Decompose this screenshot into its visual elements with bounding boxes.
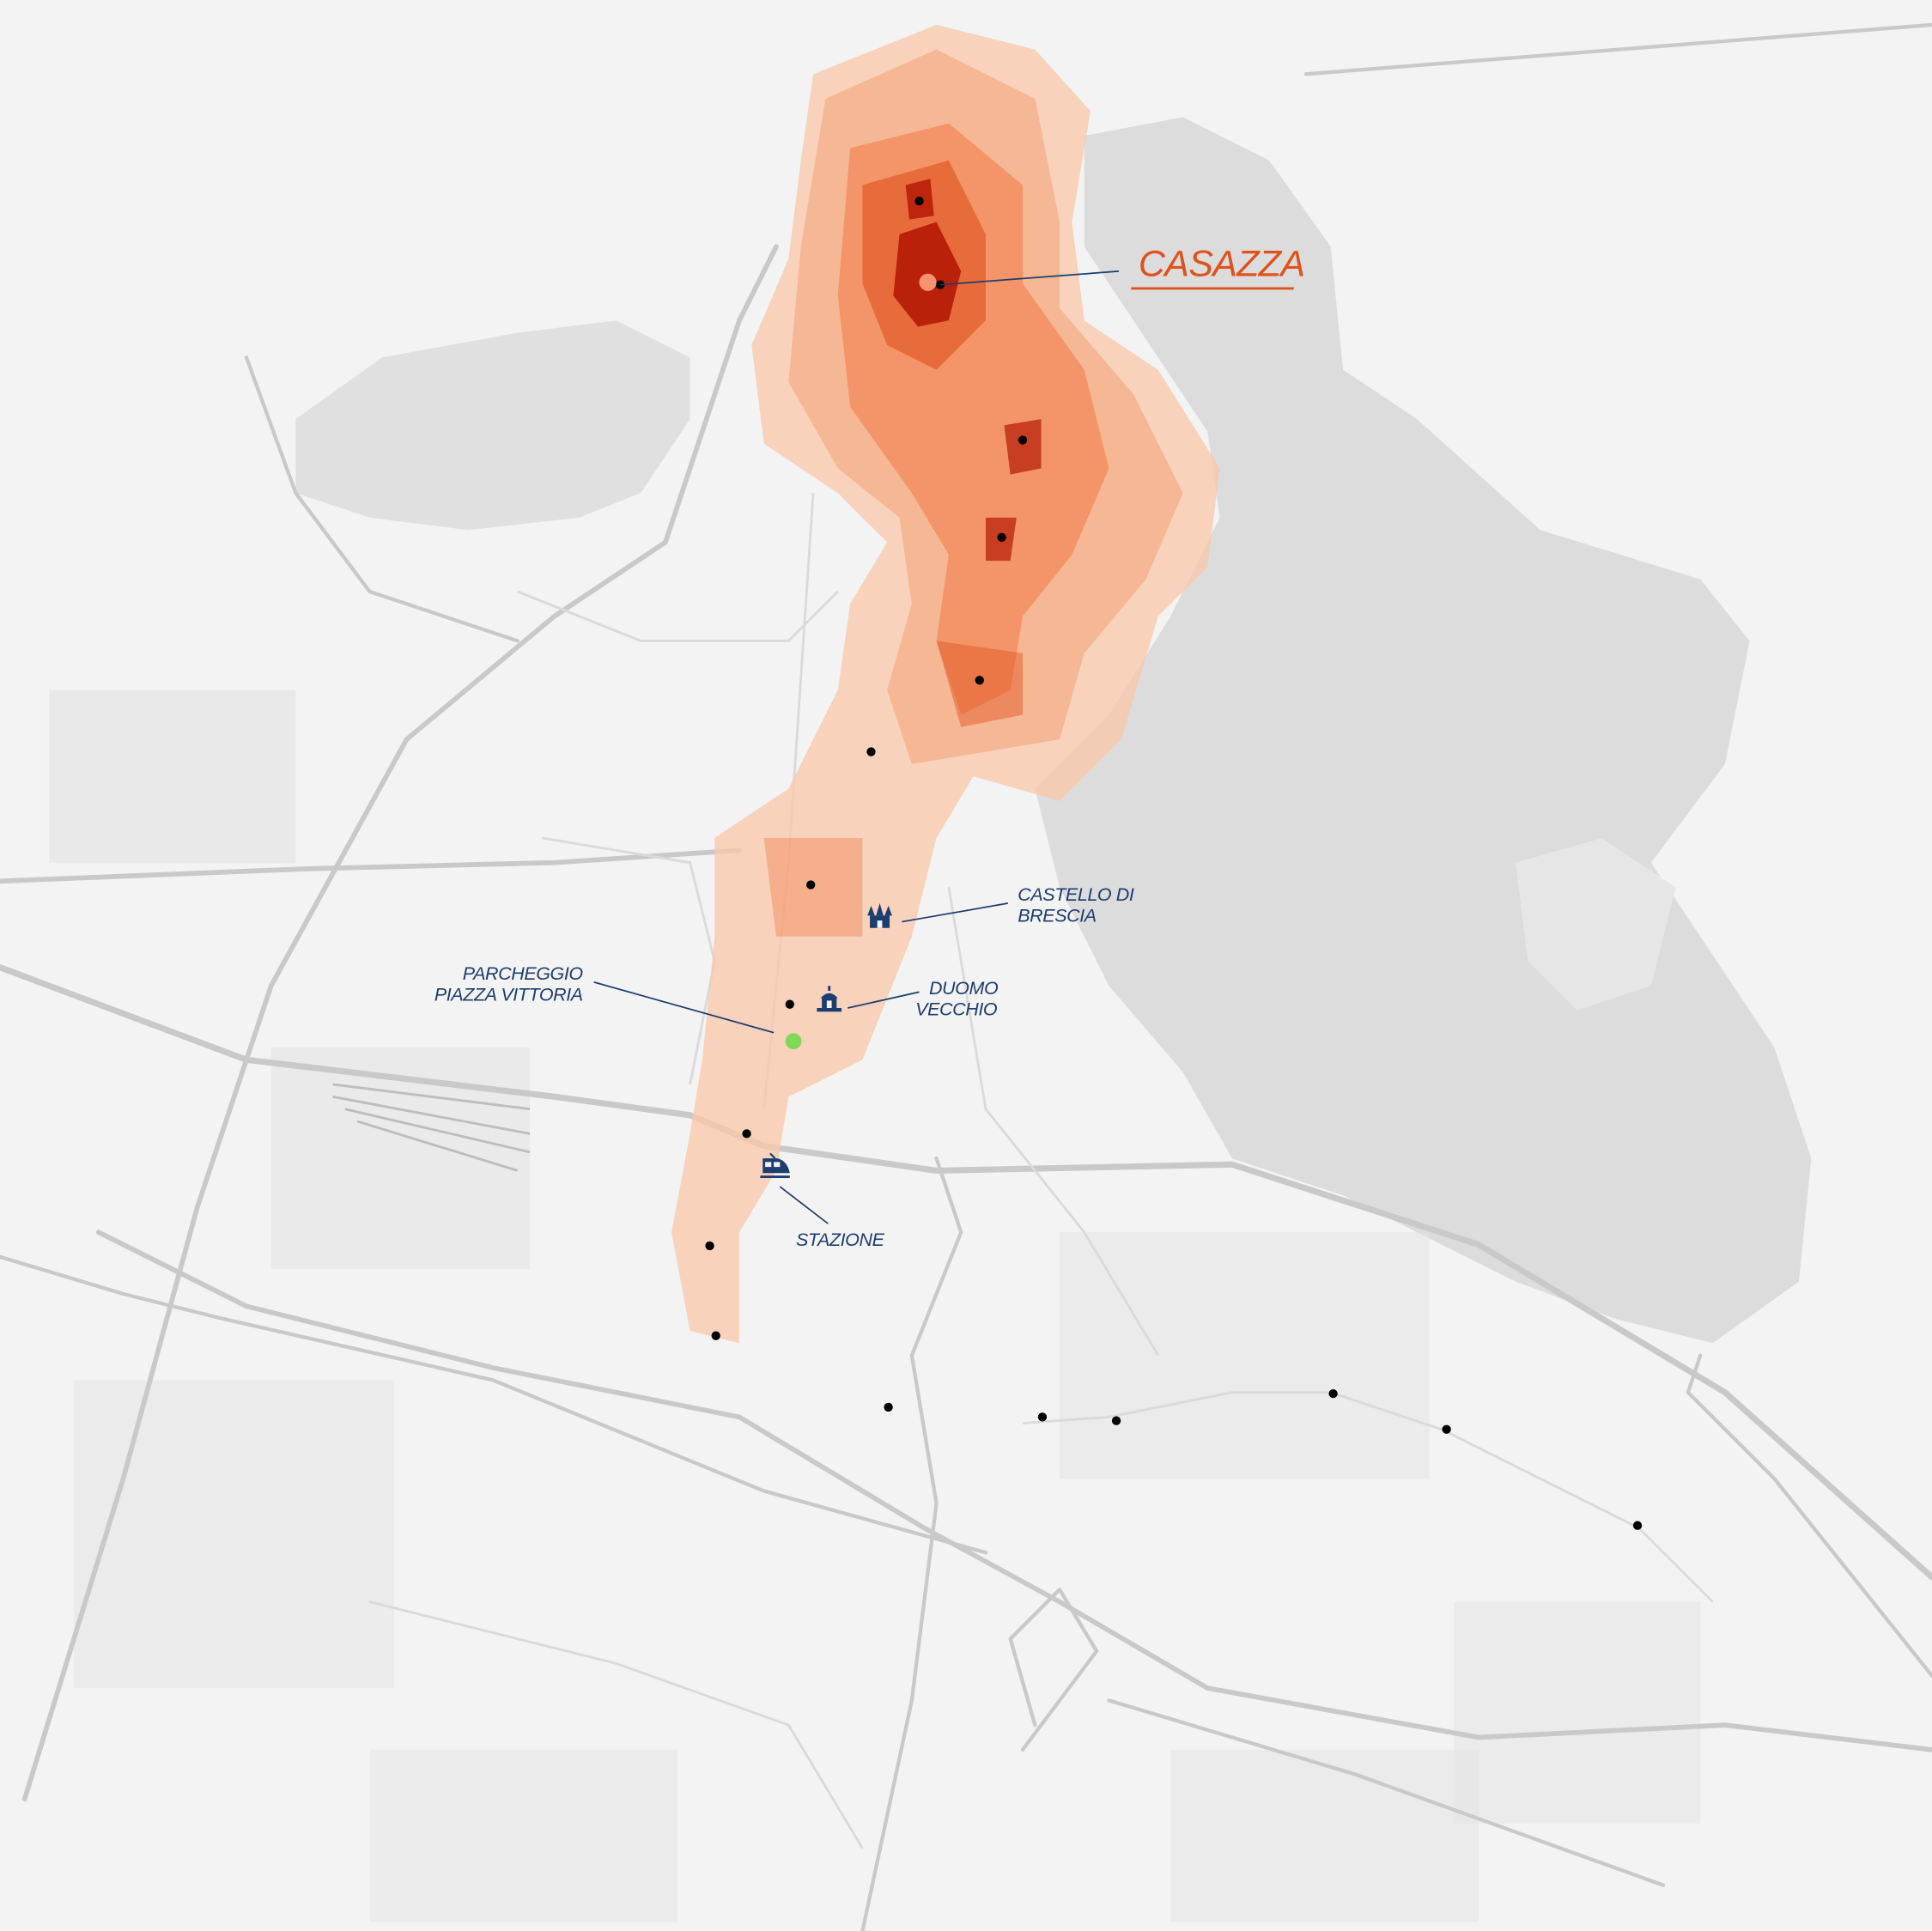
train-icon[interactable] — [760, 1152, 790, 1179]
casazza-leader-line — [939, 270, 1119, 286]
stop-marker[interactable] — [742, 1129, 751, 1139]
stop-marker[interactable] — [1111, 1416, 1121, 1425]
stop-marker[interactable] — [806, 880, 816, 890]
church-icon[interactable] — [817, 986, 842, 1012]
stop-markers — [705, 196, 1643, 1530]
road-network — [0, 22, 1932, 1931]
duomo-label-line1: DUOMO — [929, 978, 999, 999]
stop-marker[interactable] — [914, 196, 924, 206]
casazza-marker[interactable] — [919, 273, 937, 291]
stop-marker[interactable] — [705, 1241, 714, 1251]
castello-leader-line — [902, 902, 1008, 923]
stop-marker[interactable] — [866, 747, 876, 756]
stazione-label: STAZIONE — [796, 1230, 885, 1250]
castle-icon[interactable] — [867, 903, 892, 928]
stop-marker[interactable] — [711, 1331, 720, 1340]
casazza-label: CASAZZA — [1139, 244, 1304, 285]
parcheggio-label-line1: PARCHEGGIO — [463, 963, 584, 984]
stop-marker[interactable] — [1442, 1424, 1451, 1434]
stop-marker[interactable] — [1328, 1388, 1338, 1399]
duomo-label-line2: VECCHIO — [915, 999, 998, 1020]
castello-label-line2: BRESCIA — [1018, 906, 1097, 926]
stop-marker[interactable] — [997, 532, 1006, 543]
stop-marker[interactable] — [785, 999, 794, 1009]
parcheggio-label-line2: PIAZZA VITTORIA — [434, 984, 583, 1005]
hill-areas — [295, 117, 1812, 1344]
parking-marker[interactable] — [785, 1033, 802, 1050]
walking-heatmap — [671, 24, 1220, 1344]
stop-marker[interactable] — [975, 676, 984, 685]
railway-yard — [332, 1083, 531, 1172]
urban-blocks — [49, 689, 1701, 1922]
castello-label-line1: CASTELLO DI — [1018, 884, 1134, 905]
stop-marker[interactable] — [1037, 1412, 1048, 1422]
stop-marker[interactable] — [1632, 1521, 1643, 1530]
duomo-leader-line — [848, 991, 920, 1009]
stop-marker[interactable] — [884, 1402, 893, 1412]
stop-marker[interactable] — [1018, 435, 1028, 445]
stazione-leader-line — [779, 1186, 829, 1224]
parcheggio-leader-line — [593, 981, 775, 1034]
